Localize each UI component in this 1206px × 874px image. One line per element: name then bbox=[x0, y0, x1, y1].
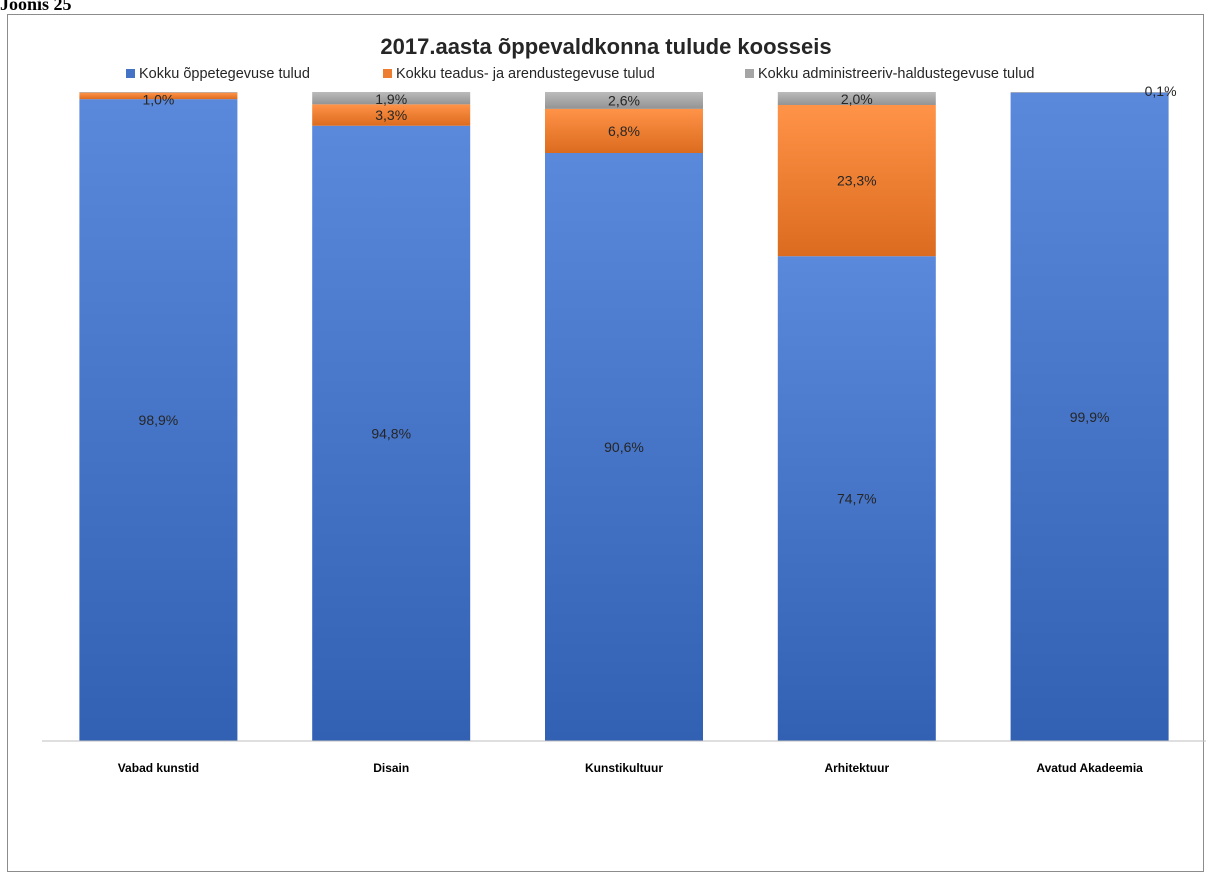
bar-kunstikultuur-kokku-administreeriv-haldustegevuse-tulud bbox=[545, 92, 703, 109]
bar-disain-kokku-teadus-ja-arendustegevuse-tulud bbox=[312, 104, 471, 126]
data-label-vabad-kunstid-kokku-teadus-ja-arendustegevuse-tulud: 1,0% bbox=[142, 92, 174, 108]
data-label-vabad-kunstid-kokku-ppetegevuse-tulud: 98,9% bbox=[139, 412, 179, 428]
x-tick-label-arhitektuur: Arhitektuur bbox=[824, 761, 889, 775]
data-label-kunstikultuur-kokku-administreeriv-haldustegevuse-tulud: 2,6% bbox=[608, 92, 640, 108]
data-label-kunstikultuur-kokku-ppetegevuse-tulud: 90,6% bbox=[604, 439, 644, 455]
bar-arhitektuur-kokku-administreeriv-haldustegevuse-tulud bbox=[777, 92, 936, 105]
bar-vabad-kunstid-kokku-teadus-ja-arendustegevuse-tulud bbox=[79, 92, 238, 100]
data-label-kunstikultuur-kokku-teadus-ja-arendustegevuse-tulud: 6,8% bbox=[608, 123, 640, 139]
figure-caption: Joonis 25 bbox=[0, 0, 72, 14]
data-label-disain-kokku-teadus-ja-arendustegevuse-tulud: 3,3% bbox=[375, 107, 407, 123]
x-tick-label-vabad-kunstid: Vabad kunstid bbox=[118, 761, 199, 775]
bar-disain-kokku-ppetegevuse-tulud bbox=[312, 125, 471, 742]
bar-avatud-akadeemia-kokku-administreeriv-haldustegevuse-tulud bbox=[1010, 92, 1169, 93]
x-tick-label-disain: Disain bbox=[373, 761, 409, 775]
legend: Kokku õppetegevuse tulud Kokku teadus- ja… bbox=[126, 66, 1034, 82]
data-label-avatud-akadeemia-kokku-administreeriv-haldustegevuse-tulud: 0,1% bbox=[1145, 83, 1177, 99]
x-tick-label-avatud-akadeemia: Avatud Akadeemia bbox=[1036, 761, 1143, 775]
legend-swatch-kokku-teadus-ja-arendustegevuse-tulud bbox=[383, 69, 392, 78]
bar-arhitektuur-kokku-ppetegevuse-tulud bbox=[777, 256, 936, 741]
x-axis-labels: Vabad kunstid Disain Kunstikultuur Arhitekt… bbox=[118, 761, 1143, 775]
legend-label-kokku-ppetegevuse-tulud: Kokku õppetegevuse tulud bbox=[139, 66, 310, 82]
legend-label-kokku-administreeriv-haldustegevuse-tulud: Kokku administreeriv-haldustegevuse tulu… bbox=[758, 66, 1034, 82]
data-label-arhitektuur-kokku-administreeriv-haldustegevuse-tulud: 2,0% bbox=[841, 91, 873, 107]
bar-kunstikultuur-kokku-teadus-ja-arendustegevuse-tulud bbox=[545, 108, 703, 154]
bar-avatud-akadeemia-kokku-ppetegevuse-tulud bbox=[1010, 92, 1169, 742]
bar-vabad-kunstid-kokku-ppetegevuse-tulud bbox=[79, 99, 238, 742]
legend-swatch-kokku-administreeriv-haldustegevuse-tulud bbox=[745, 69, 754, 78]
bars-group: 98,9% 1,0% 94,8% 3,3%1,9% 90,6% 6,8% 2,6% 74,7%… bbox=[79, 83, 1177, 742]
data-label-arhitektuur-kokku-teadus-ja-arendustegevuse-tulud: 23,3% bbox=[837, 173, 877, 189]
legend-swatch-kokku-ppetegevuse-tulud bbox=[126, 69, 135, 78]
data-label-disain-kokku-ppetegevuse-tulud: 94,8% bbox=[371, 425, 411, 441]
x-tick-label-kunstikultuur: Kunstikultuur bbox=[585, 761, 663, 775]
chart-title: 2017.aasta õppevaldkonna tulude koosseis bbox=[380, 34, 831, 59]
bar-vabad-kunstid-kokku-administreeriv-haldustegevuse-tulud bbox=[79, 92, 238, 93]
data-label-disain-kokku-administreeriv-haldustegevuse-tulud: 1,9% bbox=[375, 91, 407, 107]
legend-label-kokku-teadus-ja-arendustegevuse-tulud: Kokku teadus- ja arendustegevuse tulud bbox=[396, 66, 655, 82]
bar-disain-kokku-administreeriv-haldustegevuse-tulud bbox=[312, 92, 471, 105]
bar-arhitektuur-kokku-teadus-ja-arendustegevuse-tulud bbox=[777, 104, 936, 257]
data-label-avatud-akadeemia-kokku-ppetegevuse-tulud: 99,9% bbox=[1070, 409, 1110, 425]
bar-kunstikultuur-kokku-ppetegevuse-tulud bbox=[545, 153, 703, 742]
data-label-arhitektuur-kokku-ppetegevuse-tulud: 74,7% bbox=[837, 491, 877, 507]
